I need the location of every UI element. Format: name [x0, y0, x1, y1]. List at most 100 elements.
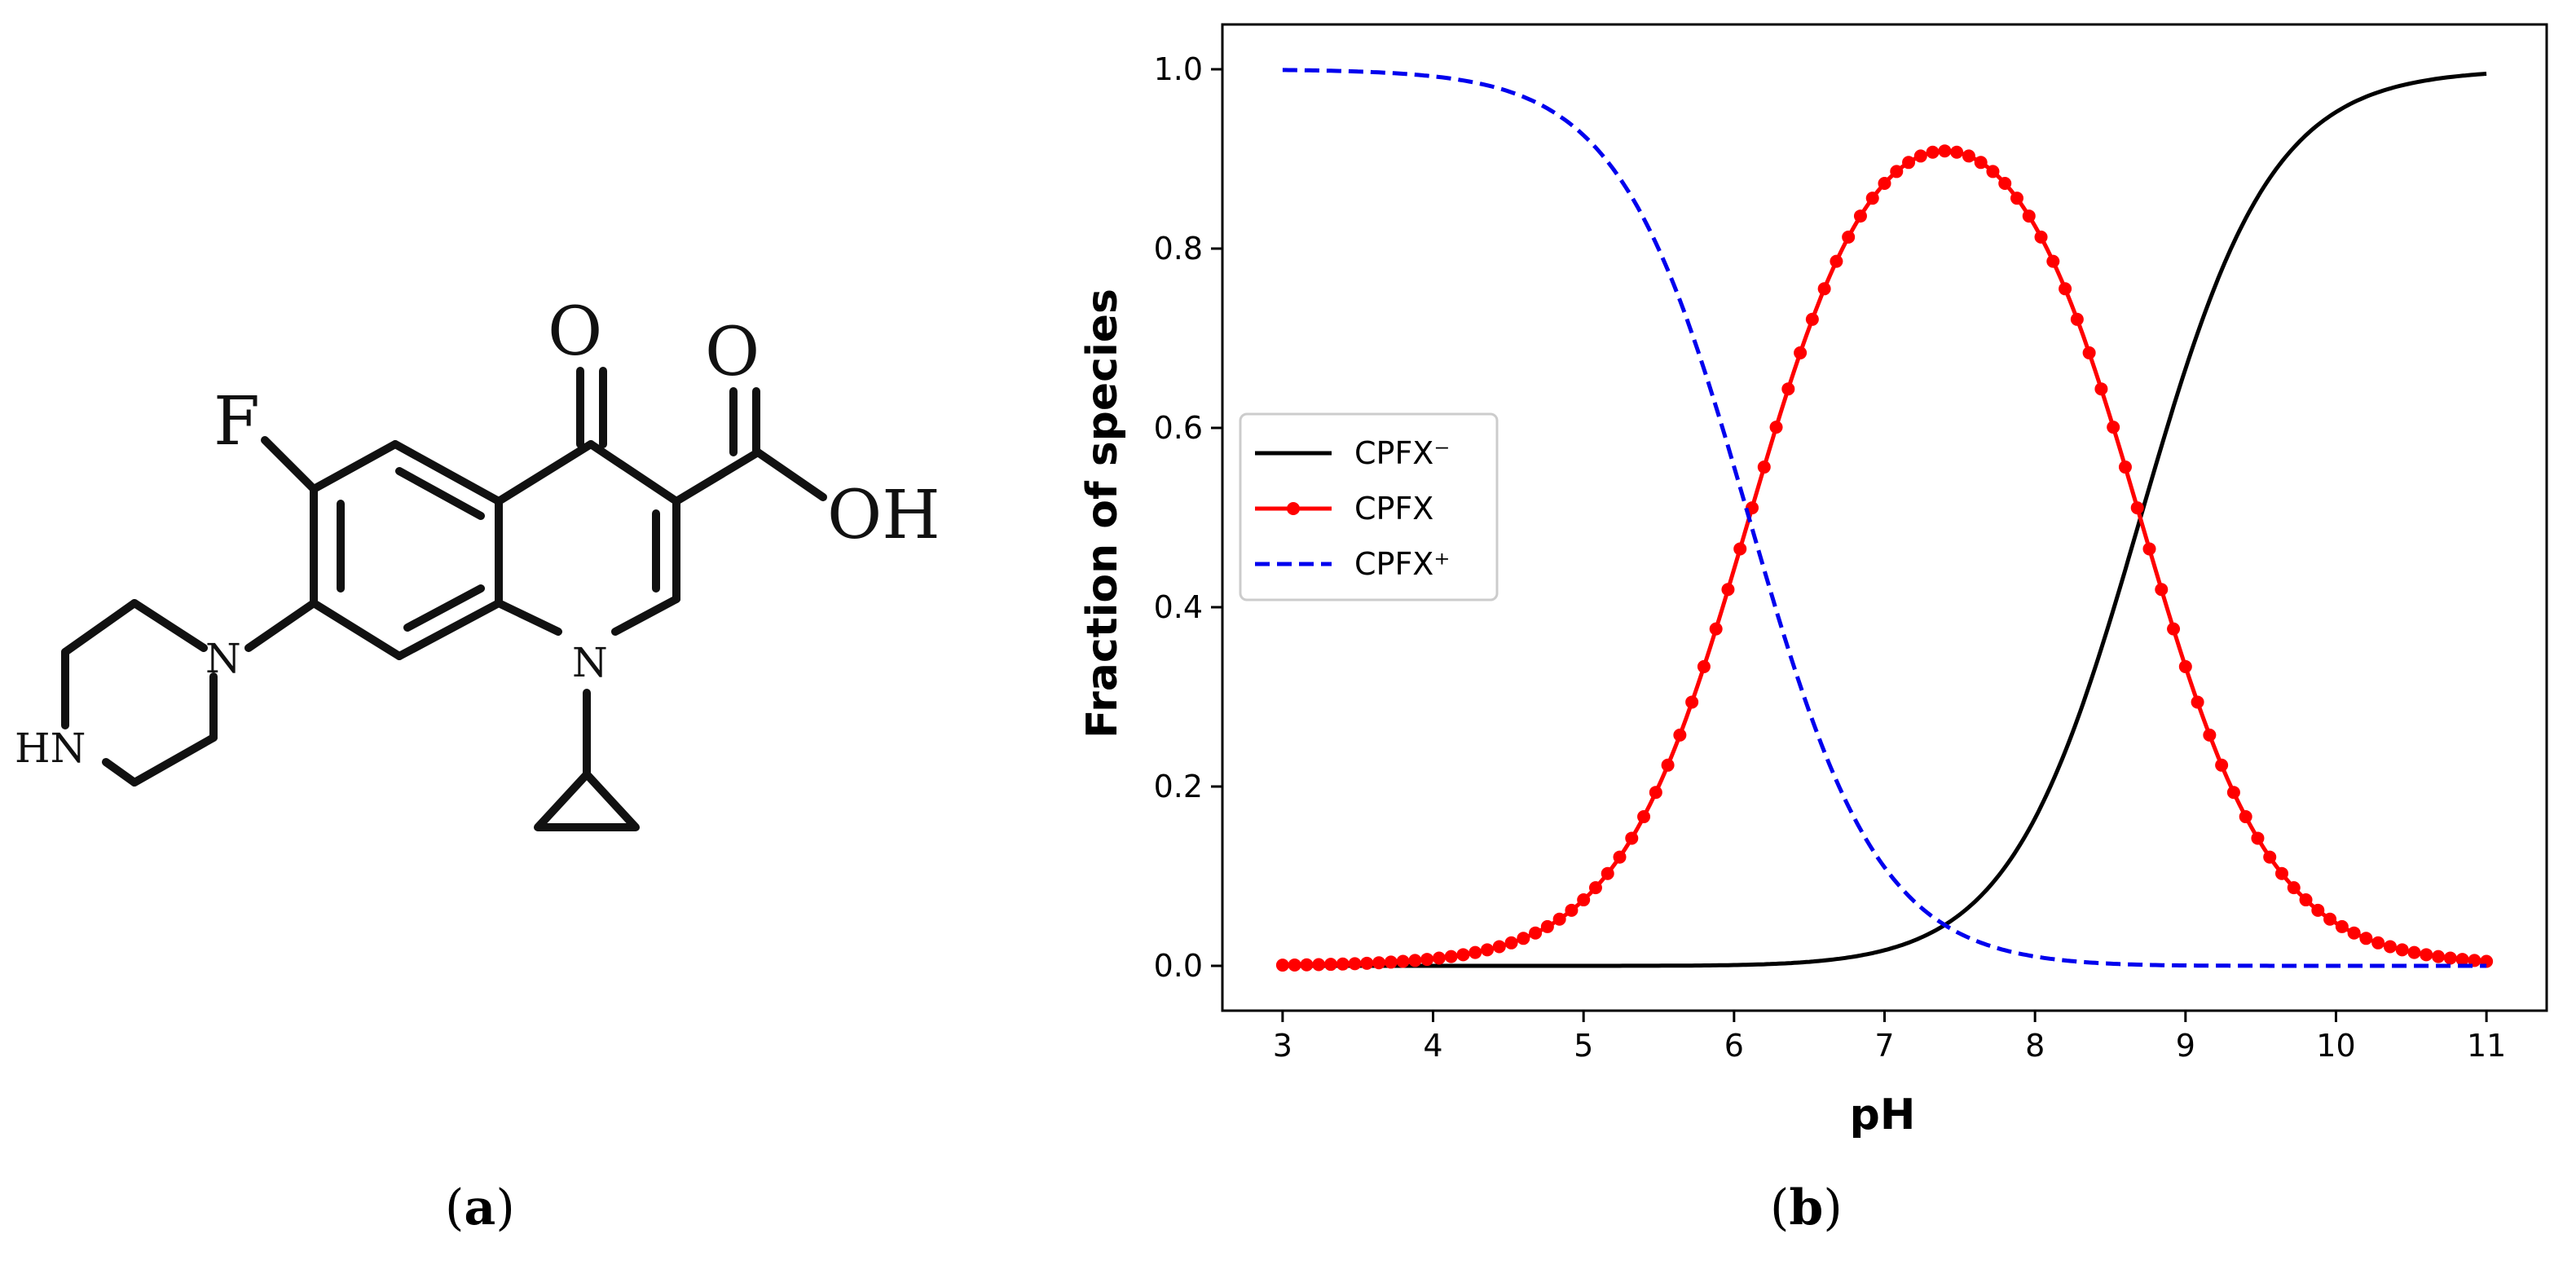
bond	[672, 448, 762, 505]
series-marker	[1830, 254, 1843, 268]
series-marker	[1372, 956, 1386, 970]
series-marker	[2107, 421, 2120, 434]
series-marker	[2059, 282, 2072, 296]
panel-a-label: (a)	[445, 1179, 515, 1236]
series-marker	[2407, 945, 2421, 959]
series-marker	[1529, 926, 1543, 940]
series-marker	[1552, 912, 1566, 926]
series-marker	[1577, 893, 1591, 907]
series-marker	[1661, 758, 1675, 772]
series-marker	[2203, 728, 2217, 742]
series-marker	[2094, 382, 2108, 396]
series-marker	[2432, 950, 2446, 963]
series-marker	[2142, 542, 2156, 556]
atom-o-acid: O	[705, 314, 760, 391]
ciprofloxacin-structure: F O O OH N HN N	[15, 293, 940, 831]
series-marker	[1673, 728, 1687, 742]
series-marker	[1504, 936, 1518, 950]
series-marker	[2010, 192, 2023, 205]
series-marker	[1288, 958, 1301, 972]
series-marker	[1637, 810, 1651, 824]
series-marker	[1625, 831, 1639, 845]
bond	[587, 440, 680, 505]
series-marker	[2455, 953, 2469, 967]
series-marker	[2287, 881, 2301, 895]
y-tick-label: 0.2	[1154, 769, 1203, 804]
series-marker	[1938, 144, 1952, 158]
series-marker	[2022, 209, 2036, 223]
series-marker	[1721, 583, 1735, 597]
legend: CPFX⁻ CPFX CPFX⁺	[1239, 412, 1499, 602]
legend-marker	[1287, 502, 1300, 515]
series-marker	[2046, 254, 2060, 268]
x-tick-label: 7	[1874, 1028, 1894, 1064]
x-tick-label: 3	[1273, 1028, 1292, 1064]
series-marker	[1685, 695, 1699, 709]
series-marker	[1565, 903, 1579, 917]
series-marker	[1540, 919, 1554, 933]
legend-box	[1239, 412, 1499, 602]
series-marker	[1805, 312, 1819, 326]
bond	[395, 467, 485, 520]
x-tick-label: 11	[2467, 1028, 2506, 1064]
legend-entry: CPFX	[1354, 491, 1433, 527]
series-marker	[2215, 758, 2229, 772]
series-marker	[2226, 786, 2240, 800]
x-tick-label: 6	[1724, 1028, 1744, 1064]
series-marker	[1974, 156, 1988, 170]
bond	[310, 599, 403, 660]
series-marker	[2335, 919, 2349, 933]
bond	[261, 436, 318, 493]
series-marker	[1890, 165, 1904, 178]
series-marker	[2371, 936, 2385, 950]
series-marker	[1649, 786, 1662, 800]
x-tick-label: 5	[1574, 1028, 1593, 1064]
series-marker	[1757, 461, 1771, 474]
legend-entry: CPFX⁻	[1354, 435, 1450, 471]
atom-n-piperazine: N	[205, 635, 241, 682]
y-axis-label: Fraction of species	[1078, 289, 1127, 738]
series-marker	[2082, 346, 2096, 359]
y-tick-label: 1.0	[1154, 51, 1203, 87]
atom-oh: OH	[827, 477, 940, 554]
series-marker	[1913, 149, 1927, 163]
series-marker	[1601, 866, 1614, 880]
x-tick-label: 10	[2316, 1028, 2355, 1064]
series-marker	[2468, 954, 2481, 967]
bond	[495, 599, 562, 636]
y-tick-label: 0.4	[1154, 589, 1203, 625]
series-marker	[2167, 622, 2181, 636]
bond	[102, 758, 139, 787]
bond	[61, 599, 139, 656]
series-marker	[2251, 831, 2265, 845]
bond	[244, 599, 318, 652]
series-marker	[1360, 956, 1374, 970]
bond	[310, 440, 399, 493]
series-marker	[1384, 955, 1398, 969]
series-marker	[2178, 659, 2192, 673]
series-marker	[1950, 145, 1964, 159]
series-marker	[1697, 659, 1711, 673]
series-marker	[1794, 346, 1808, 359]
series-marker	[2347, 926, 2361, 940]
bond	[403, 584, 485, 632]
bond	[495, 440, 595, 505]
series-marker	[1865, 192, 1879, 205]
series-marker	[2323, 912, 2337, 926]
series-marker	[1588, 881, 1602, 895]
series-marker	[1348, 957, 1362, 971]
bond	[395, 599, 503, 660]
series-marker	[1878, 177, 1891, 191]
series-marker	[1733, 542, 1747, 556]
series-marker	[1420, 953, 1434, 967]
series-marker	[2359, 932, 2373, 945]
series-marker	[1275, 958, 1289, 972]
series-marker	[2299, 893, 2313, 907]
cyclopropyl-ring	[534, 770, 640, 831]
series-marker	[1517, 932, 1530, 945]
series-marker	[2239, 810, 2252, 824]
x-tick-label: 9	[2176, 1028, 2195, 1064]
series-marker	[1769, 421, 1783, 434]
series-marker	[2420, 948, 2433, 962]
y-tick-label: 0.6	[1154, 410, 1203, 446]
